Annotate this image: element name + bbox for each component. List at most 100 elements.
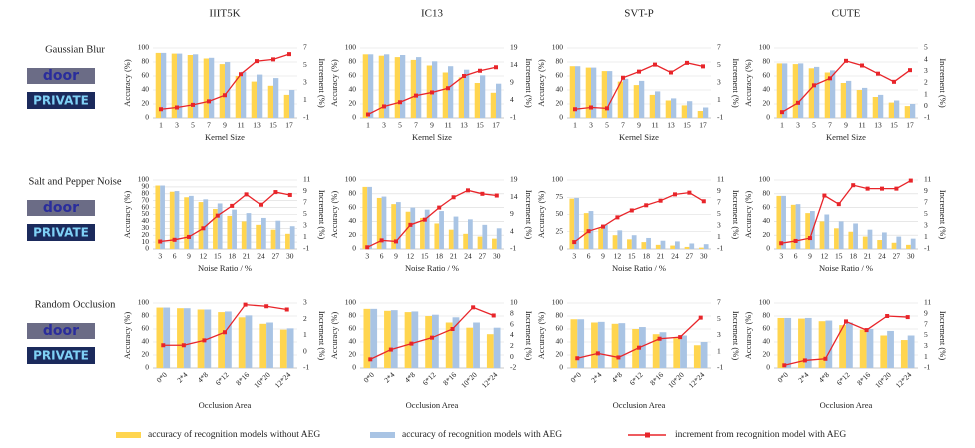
y-tick-label: 40 (349, 337, 357, 346)
y-tick-label: 60 (556, 324, 564, 333)
line-marker (398, 100, 402, 105)
y2-tick-label: 1 (303, 330, 307, 339)
line-marker (201, 226, 206, 231)
y-tick-label: 60 (349, 71, 357, 80)
x-tick-label: 4*8 (610, 370, 624, 384)
x-axis-label: Kernel Size (412, 132, 452, 142)
bar (442, 72, 448, 118)
y-tick-label: 80 (556, 311, 564, 320)
line-marker (215, 213, 220, 218)
y2-tick-label: -1 (303, 244, 309, 253)
y2-tick-label: -1 (717, 363, 723, 372)
bar (840, 83, 846, 118)
line-marker (430, 335, 434, 340)
bar (425, 316, 432, 368)
x-tick-label: 30 (286, 252, 294, 261)
bar (907, 335, 915, 368)
bar (673, 338, 681, 368)
y2-axis-label: Increment (%) (317, 58, 327, 107)
x-tick-label: 18 (228, 252, 236, 261)
legend-marker (645, 432, 650, 438)
y-tick-label: 20 (142, 99, 150, 108)
y2-tick-label: 4 (510, 95, 514, 104)
bar (830, 70, 836, 118)
legend-label: increment from recognition model with AE… (675, 429, 846, 440)
y2-tick-label: 19 (510, 43, 518, 52)
bar (416, 57, 422, 118)
bar (825, 320, 833, 368)
bar (213, 208, 218, 249)
y-tick-label: 100 (138, 43, 150, 52)
y-tick-label: 100 (759, 175, 771, 184)
y2-tick-label: -2 (510, 363, 516, 372)
y-tick-label: 100 (345, 298, 357, 307)
bar (492, 238, 497, 249)
bar (378, 55, 384, 118)
y2-tick-label: 1 (717, 346, 721, 355)
y-tick-label: 60 (349, 202, 357, 211)
line-marker (466, 188, 470, 193)
line-marker (287, 52, 291, 57)
y2-tick-label: 5 (924, 43, 928, 52)
y-axis-label: Accuracy (%) (536, 191, 546, 239)
x-tick-label: 21 (450, 252, 458, 261)
increment-line (573, 191, 705, 243)
line-marker (202, 338, 207, 343)
y-tick-label: 100 (552, 175, 564, 184)
bar (439, 211, 444, 249)
bar (241, 221, 247, 249)
x-tick-label: 15 (835, 252, 843, 261)
y2-tick-label: 6 (510, 319, 514, 328)
bar (400, 55, 406, 118)
bar (887, 330, 894, 368)
y2-axis-label: Increment (%) (938, 58, 948, 107)
line-marker (864, 328, 869, 333)
sample-image (27, 347, 95, 364)
y2-axis-label: Increment (%) (938, 190, 948, 239)
line-marker (379, 238, 384, 243)
line-marker (446, 86, 450, 91)
bar (819, 221, 825, 249)
bar (286, 328, 294, 368)
bar (257, 74, 263, 118)
x-tick-label: 15 (683, 121, 691, 130)
y2-tick-label: 1 (717, 95, 721, 104)
y-tick-label: 0 (559, 113, 563, 122)
line-marker (644, 203, 649, 208)
bar (675, 241, 680, 249)
bar (160, 185, 165, 249)
legend-swatch (370, 432, 395, 438)
bar (197, 309, 205, 368)
line-marker (658, 198, 663, 203)
y2-tick-label: 14 (510, 60, 518, 69)
x-tick-label: 9 (187, 252, 191, 261)
y-tick-label: 0 (766, 363, 770, 372)
y-tick-label: 50 (142, 209, 150, 218)
bar (156, 307, 164, 368)
line-marker (685, 60, 689, 65)
x-tick-label: 21 (243, 252, 251, 261)
column-title: SVT-P (624, 8, 654, 20)
line-marker (462, 74, 466, 78)
y2-tick-label: 4 (510, 330, 514, 339)
bar (411, 311, 419, 368)
x-tick-label: 11 (858, 121, 865, 130)
increment-line (366, 189, 497, 248)
y-tick-label: 20 (142, 350, 150, 359)
x-tick-label: 24 (257, 252, 265, 261)
bar (362, 186, 368, 249)
bar (872, 97, 878, 118)
y-axis-label: Accuracy (%) (743, 59, 753, 107)
row-label: Random Occlusion (35, 299, 117, 310)
bar (877, 240, 882, 249)
bar (490, 92, 496, 118)
y-tick-label: 80 (142, 311, 150, 320)
y-tick-label: 20 (349, 350, 357, 359)
y-tick-label: 0 (352, 363, 356, 372)
bar (896, 236, 902, 249)
bar (203, 199, 209, 249)
line-marker (616, 355, 621, 360)
x-tick-label: 3 (382, 121, 386, 130)
bar (839, 325, 846, 368)
y-tick-label: 0 (766, 244, 770, 253)
